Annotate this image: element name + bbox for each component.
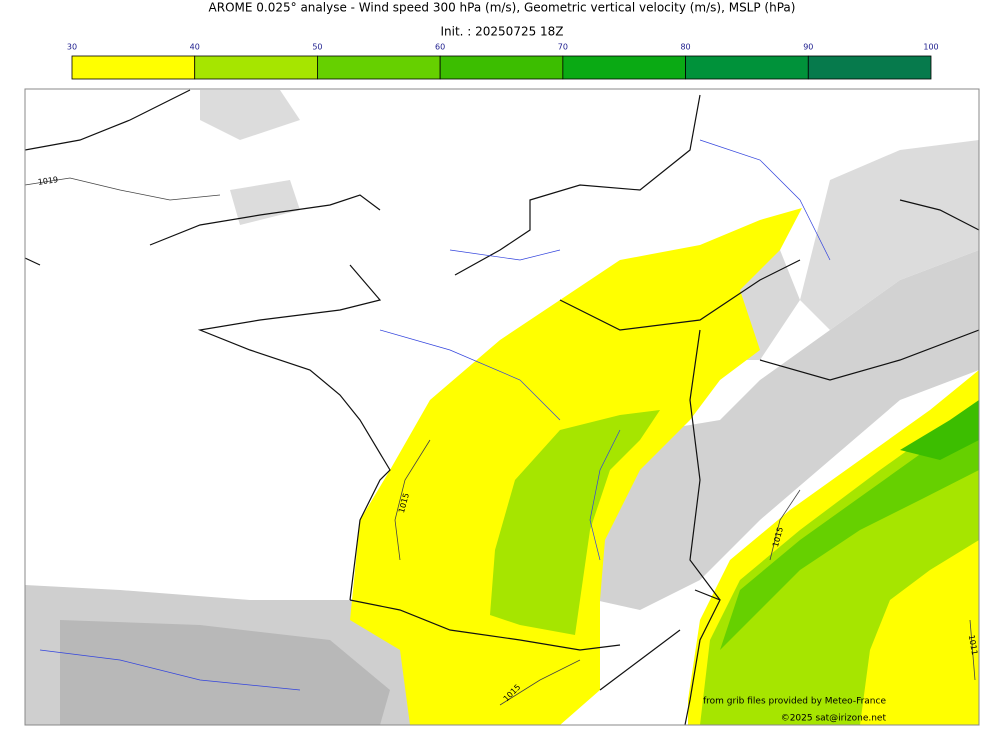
colorbar-tick-label: 100 bbox=[923, 43, 938, 52]
init-time: Init. : 20250725 18Z bbox=[440, 25, 563, 39]
copyright: ©2025 sat@irizone.net bbox=[781, 714, 887, 724]
colorbar-segment bbox=[194, 55, 318, 80]
isobar-label: 1019 bbox=[37, 175, 58, 187]
colorbar: 30 40 50 60 70 80 90 100 bbox=[67, 43, 939, 80]
colorbar-tick-label: 60 bbox=[435, 43, 445, 52]
isobar-label: 1011 bbox=[967, 634, 979, 656]
colorbar-tick-label: 50 bbox=[312, 43, 322, 52]
title: AROME 0.025° analyse - Wind speed 300 hP… bbox=[209, 1, 796, 15]
colorbar-segment bbox=[685, 55, 809, 80]
colorbar-tick-label: 90 bbox=[803, 43, 813, 52]
colorbar-segment bbox=[439, 55, 564, 80]
colorbar-tick-label: 80 bbox=[680, 43, 690, 52]
colorbar-segment bbox=[317, 55, 441, 80]
wind-area bbox=[490, 410, 660, 635]
source-credit: from grib files provided by Meteo-France bbox=[703, 697, 886, 707]
colorbar-tick-label: 40 bbox=[190, 43, 200, 52]
colorbar-segment bbox=[562, 55, 686, 80]
map bbox=[25, 89, 979, 725]
wind-area bbox=[720, 410, 979, 650]
colorbar-segment bbox=[807, 55, 932, 80]
map-frame bbox=[24, 88, 980, 726]
colorbar-tick-label: 70 bbox=[558, 43, 568, 52]
colorbar-tick-label: 30 bbox=[67, 43, 77, 52]
colorbar-segment bbox=[71, 55, 196, 80]
